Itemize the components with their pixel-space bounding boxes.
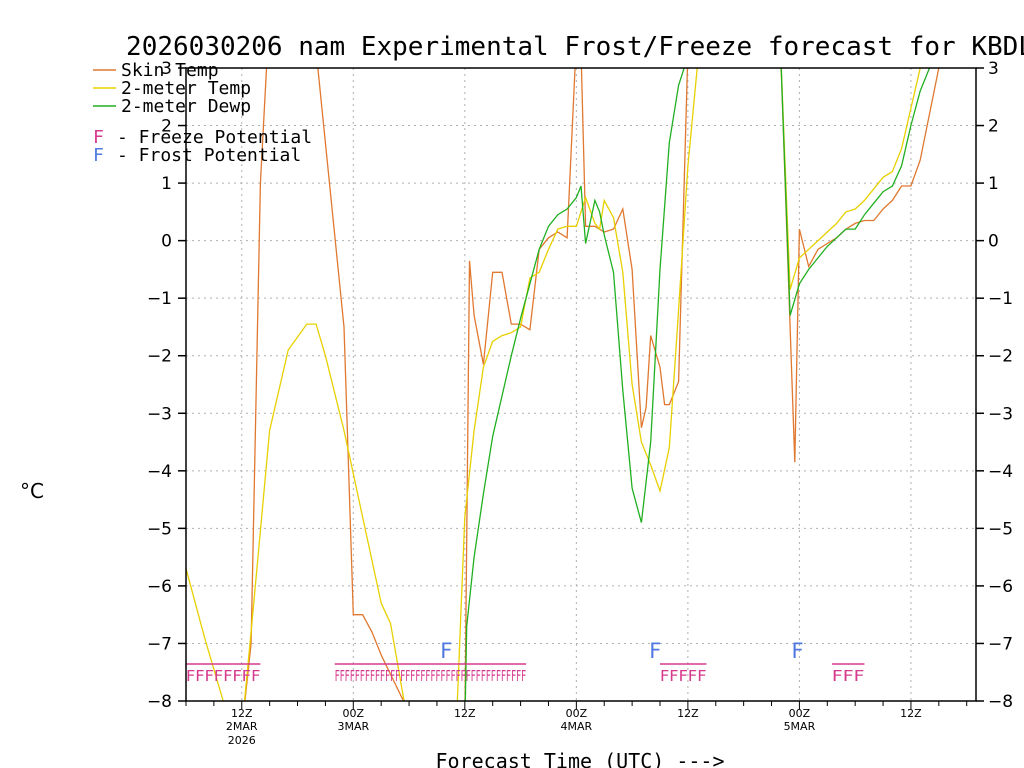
freeze-potential-run: FFFFFFFFFFFFFFFFFFFFFFFFFFFFFFFFFFFFFF [335,667,527,685]
y-axis-ticks: −8 −8 −7 −7 −6 −6 −5 −5 −4 −4 −3 −3 −2 −2 −1 −1 0 0 1 1 2 2 3 3 [147,59,1013,712]
y-tick-label-left: −6 [147,577,172,597]
legend-label: 2-meter Temp [121,78,251,99]
legend-potential-letter: F [93,145,104,166]
x-axis-label: Forecast Time (UTC) ---> [436,749,725,768]
chart-title: 2026030206 nam Experimental Frost/Freeze… [126,32,1024,62]
y-tick-label-left: −8 [147,692,172,712]
y-tick-label-right: −3 [988,404,1013,424]
x-tick-label: 12Z [454,707,476,720]
y-tick-label-left: −1 [147,289,172,309]
y-tick-label-left: −2 [147,347,172,367]
frost-potential-mark: F [649,639,661,663]
y-tick-label-left: 2 [161,117,172,137]
x-tick-date: 3MAR [337,720,369,733]
x-tick-label: 12Z [677,707,699,720]
x-tick-date: 4MAR [561,720,593,733]
x-tick-label: 00Z [789,707,811,720]
freeze-potential-run: FFFFF [660,667,707,685]
x-tick-label: 00Z [343,707,365,720]
y-tick-label-right: 1 [988,174,999,194]
x-tick-label: 12Z [900,707,922,720]
freeze-potential-run: FFF [832,667,865,685]
x-tick-label: 12Z [231,707,253,720]
y-tick-label-right: −4 [988,462,1013,482]
x-tick-date: 5MAR [784,720,816,733]
y-tick-label-right: −2 [988,347,1013,367]
y-tick-label-left: 3 [161,59,172,79]
y-tick-label-left: 0 [161,232,172,252]
y-tick-label-right: 3 [988,59,999,79]
y-tick-label-left: −5 [147,519,172,539]
y-tick-label-right: −1 [988,289,1013,309]
legend-potential-label: - Freeze Potential [117,127,312,148]
freeze-potential-run: FFFFFFFF [186,667,260,685]
legend-potential-letter: F [93,127,104,148]
y-axis-label: °C [20,479,44,503]
series-2-meter-dewp [464,68,931,701]
series-skin-temp [244,68,940,701]
y-tick-label-right: 2 [988,117,999,137]
y-tick-label-left: −4 [147,462,172,482]
legend-label: Skin Temp [121,60,219,81]
y-tick-label-right: −5 [988,519,1013,539]
y-tick-label-right: 0 [988,232,999,252]
frost-potential-mark: F [440,639,452,663]
x-tick-year: 2026 [228,734,256,747]
y-tick-label-right: −6 [988,577,1013,597]
series-2-meter-temp [186,68,922,701]
y-tick-label-right: −8 [988,692,1013,712]
y-tick-label-left: −7 [147,634,172,654]
y-tick-label-left: −3 [147,404,172,424]
legend-label: 2-meter Dewp [121,96,251,117]
potential-marks: F F FFFFFFFFF FFFFFFFFFFFFFFFFFFFFFFFFFFFFF… [186,639,865,685]
plot-frame [185,67,977,702]
y-tick-label-left: 1 [161,174,172,194]
y-tick-label-right: −7 [988,634,1013,654]
grid [186,68,976,701]
legend-potential-label: - Frost Potential [117,145,301,166]
x-tick-date: 2MAR [226,720,258,733]
series-lines [186,68,940,701]
frost-potential-mark: F [792,639,804,663]
x-tick-label: 00Z [566,707,588,720]
